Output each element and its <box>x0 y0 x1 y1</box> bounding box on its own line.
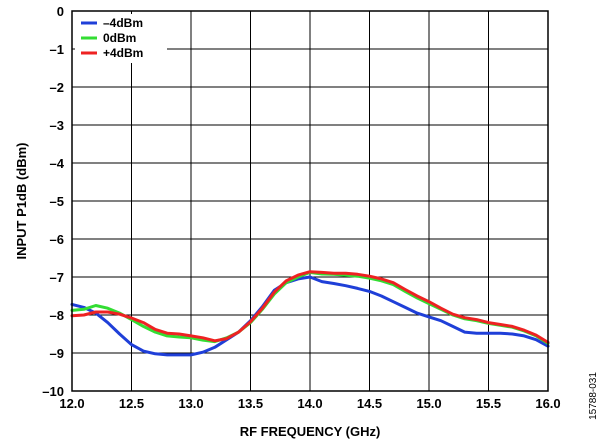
x-tick-label: 13.5 <box>238 396 263 411</box>
y-tick-label: –2 <box>50 80 64 95</box>
y-axis-title: INPUT P1dB (dBm) <box>14 143 29 260</box>
x-axis-title: RF FREQUENCY (GHz) <box>240 424 381 439</box>
y-tick-label: –8 <box>50 308 64 323</box>
x-tick-label: 15.5 <box>476 396 501 411</box>
x-tick-label: 13.0 <box>178 396 203 411</box>
y-tick-label: –10 <box>42 384 64 399</box>
y-tick-label: –4 <box>50 156 65 171</box>
x-tick-label: 14.0 <box>297 396 322 411</box>
x-tick-label: 15.0 <box>416 396 441 411</box>
y-tick-label: –7 <box>50 270 64 285</box>
y-tick-labels: 0 –1 –2 –3 –4 –5 –6 –7 –8 –9 –10 <box>42 4 64 399</box>
series-layer <box>70 270 550 357</box>
series-line-0 <box>70 275 550 357</box>
y-tick-label: –1 <box>50 42 64 57</box>
y-tick-label: –3 <box>50 118 64 133</box>
x-tick-label: 14.5 <box>357 396 382 411</box>
x-tick-label: 12.5 <box>119 396 144 411</box>
legend-label: +4dBm <box>103 46 143 60</box>
figure-id: 15788-031 <box>588 372 599 420</box>
legend-label: –4dBm <box>103 16 143 30</box>
y-tick-label: 0 <box>57 4 64 19</box>
y-tick-label: –6 <box>50 232 64 247</box>
legend-label: 0dBm <box>103 31 136 45</box>
x-tick-labels: 12.0 12.5 13.0 13.5 14.0 14.5 15.0 15.5 16.0 <box>59 396 560 411</box>
x-tick-label: 16.0 <box>535 396 560 411</box>
plot-frame <box>71 10 549 392</box>
y-tick-label: –9 <box>50 346 64 361</box>
y-tick-label: –5 <box>50 194 64 209</box>
series-line-2 <box>70 270 550 344</box>
x-tick-label: 12.0 <box>59 396 84 411</box>
